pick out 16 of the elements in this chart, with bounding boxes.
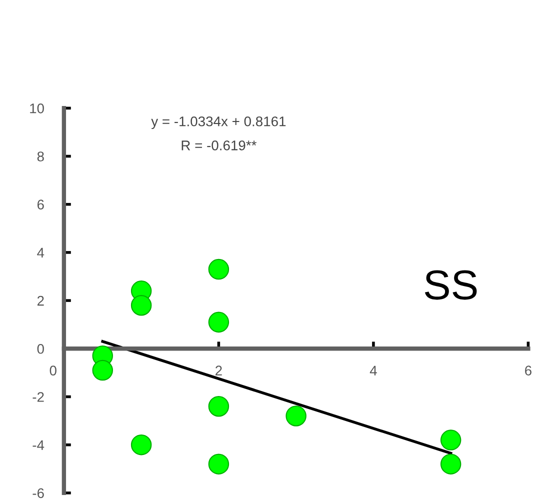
y-tick-label: 10 bbox=[30, 103, 44, 114]
y-tick-label: -2 bbox=[32, 392, 44, 402]
y-tick-label: 8 bbox=[37, 152, 44, 162]
y-tick-label: 0 bbox=[37, 344, 44, 354]
x-tick-label: 0 bbox=[50, 366, 56, 376]
y-tick-label: -4 bbox=[32, 440, 44, 450]
y-tick-label: -6 bbox=[32, 488, 44, 498]
annotation: R = -0.619** bbox=[182, 140, 257, 150]
annotation: SS bbox=[424, 270, 477, 300]
x-tick-label: 2 bbox=[216, 366, 222, 376]
annotation: y = -1.0334x + 0.8161 bbox=[151, 116, 286, 130]
y-tick-label: 2 bbox=[37, 296, 44, 306]
y-tick-label: 6 bbox=[37, 200, 44, 210]
x-tick-label: 6 bbox=[525, 366, 532, 376]
y-tick-label: 4 bbox=[37, 248, 44, 258]
x-tick-label: 4 bbox=[370, 366, 377, 376]
